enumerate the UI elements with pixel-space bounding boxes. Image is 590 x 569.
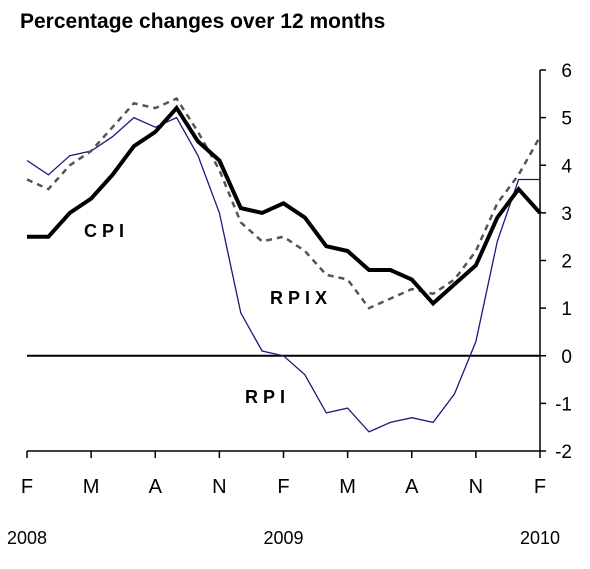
x-tick-label: N (469, 476, 483, 498)
x-tick-label: A (405, 476, 419, 498)
y-tick-label: 6 (561, 61, 572, 82)
cpi-series-label: CPI (84, 221, 129, 241)
x-tick-label: M (83, 476, 100, 498)
y-tick-label: 3 (561, 204, 572, 225)
x-tick-label: F (21, 476, 33, 498)
y-tick-label: 4 (561, 156, 572, 177)
y-tick-label: 2 (561, 252, 572, 273)
chart-title: Percentage changes over 12 months (20, 10, 386, 33)
rpi-line (26, 116, 540, 433)
x-tick-label: F (534, 476, 546, 498)
x-tick-label: A (149, 476, 163, 498)
rpi-series-label: RPI (245, 387, 290, 407)
series-lines (26, 97, 542, 433)
rpix-line (26, 97, 542, 310)
x-tick-label: N (212, 476, 226, 498)
x-tick-label: M (339, 476, 356, 498)
labels: CPI RPIX RPI (84, 221, 332, 407)
y-tick-label: 0 (561, 347, 572, 368)
year-label: 2009 (263, 528, 303, 548)
cpi-line (27, 104, 542, 307)
year-label: 2008 (7, 528, 47, 548)
year-label: 2010 (520, 528, 560, 548)
y-tick-label: 1 (561, 299, 572, 320)
y-tick-label: -1 (555, 394, 572, 415)
rpix-series-label: RPIX (270, 288, 332, 308)
axes: 6 5 4 3 2 1 0 -1 -2 F M A N F M A N F 2008 2009 2010 (7, 61, 572, 548)
y-tick-label: 5 (561, 109, 572, 130)
y-tick-label: -2 (555, 442, 572, 463)
x-tick-label: F (277, 476, 289, 498)
